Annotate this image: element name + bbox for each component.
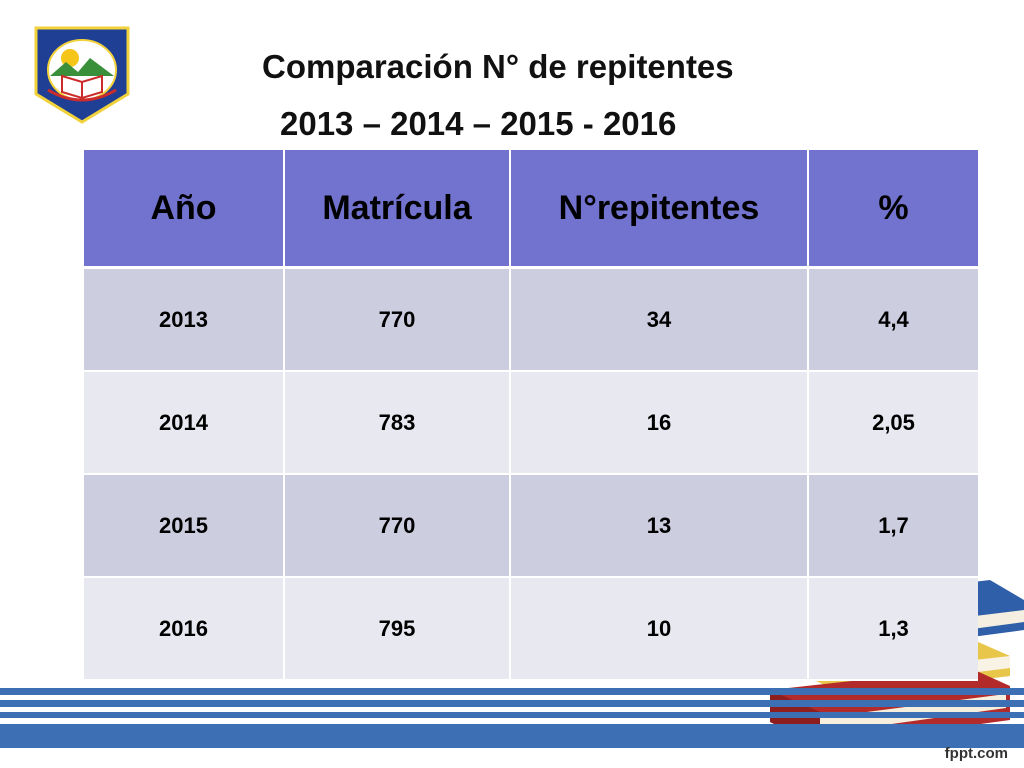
header-repitentes: N°repitentes	[511, 150, 809, 269]
header-anio: Año	[84, 150, 285, 269]
table-row: 2014 783 16 2,05	[84, 372, 978, 475]
cell-porcentaje: 2,05	[809, 372, 978, 475]
cell-matricula: 795	[285, 578, 511, 681]
header-matricula: Matrícula	[285, 150, 511, 269]
cell-anio: 2014	[84, 372, 285, 475]
stripe	[0, 712, 1024, 718]
cell-repitentes: 34	[511, 269, 809, 372]
bottom-stripes	[0, 688, 1024, 748]
watermark: fppt.com	[944, 745, 1008, 762]
cell-porcentaje: 1,3	[809, 578, 978, 681]
cell-repitentes: 13	[511, 475, 809, 578]
stripe	[0, 700, 1024, 707]
cell-porcentaje: 4,4	[809, 269, 978, 372]
slide-subtitle-years: 2013 – 2014 – 2015 - 2016	[280, 105, 677, 142]
cell-anio: 2013	[84, 269, 285, 372]
cell-porcentaje: 1,7	[809, 475, 978, 578]
slide-title: Comparación N° de repitentes	[262, 48, 734, 85]
cell-matricula: 783	[285, 372, 511, 475]
stripe	[0, 688, 1024, 695]
cell-anio: 2015	[84, 475, 285, 578]
cell-anio: 2016	[84, 578, 285, 681]
cell-matricula: 770	[285, 475, 511, 578]
table-header-row: Año Matrícula N°repitentes %	[84, 150, 978, 269]
table-row: 2015 770 13 1,7	[84, 475, 978, 578]
header-porcentaje: %	[809, 150, 978, 269]
cell-repitentes: 16	[511, 372, 809, 475]
cell-repitentes: 10	[511, 578, 809, 681]
cell-matricula: 770	[285, 269, 511, 372]
table-row: 2016 795 10 1,3	[84, 578, 978, 681]
stripe	[0, 724, 1024, 748]
repitentes-table: Año Matrícula N°repitentes % 2013 770 34…	[84, 150, 978, 681]
table-row: 2013 770 34 4,4	[84, 269, 978, 372]
school-crest-icon	[32, 24, 132, 124]
